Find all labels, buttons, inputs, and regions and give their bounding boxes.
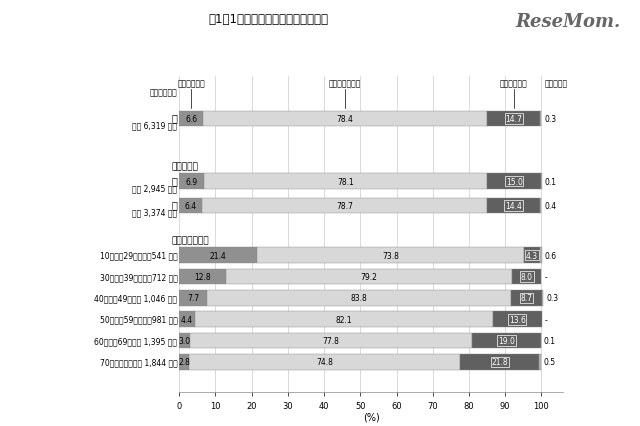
Text: 21.8: 21.8 (492, 357, 508, 367)
Bar (179, 198, 202, 214)
Text: 男: 男 (172, 176, 177, 185)
Text: 21.4: 21.4 (209, 251, 227, 260)
Text: 70　歳　以　上（ 1,844 人）: 70 歳 以 上（ 1,844 人） (100, 357, 177, 367)
Text: （　年　齢　）: （ 年 齢 ） (172, 236, 209, 245)
Text: 3.0: 3.0 (179, 336, 191, 345)
Text: 4.4: 4.4 (181, 315, 193, 324)
Text: 0.3: 0.3 (546, 294, 558, 303)
Text: 0.4: 0.4 (544, 201, 556, 210)
Text: 8.7: 8.7 (520, 294, 532, 303)
Bar (513, 269, 541, 285)
Text: 14.7: 14.7 (506, 115, 522, 124)
Bar (189, 354, 460, 370)
Bar (487, 112, 540, 127)
Bar (488, 198, 540, 214)
Text: 30　～　39　歳（　712 人）: 30 ～ 39 歳（ 712 人） (99, 272, 177, 282)
Text: 13.6: 13.6 (509, 315, 525, 324)
Text: 0.1: 0.1 (544, 336, 556, 345)
Text: 60　～　69　歳（ 1,395 人）: 60 ～ 69 歳（ 1,395 人） (94, 336, 177, 345)
Bar (195, 312, 493, 327)
Bar (179, 354, 189, 370)
Bar (179, 291, 207, 306)
Text: 78.7: 78.7 (337, 201, 353, 210)
Text: 79.2: 79.2 (360, 272, 378, 282)
Bar (179, 312, 195, 327)
Text: -: - (545, 315, 547, 324)
Bar (487, 174, 541, 190)
Text: 78.4: 78.4 (337, 115, 353, 124)
Bar (257, 248, 524, 263)
Bar (203, 112, 487, 127)
Bar (540, 354, 541, 370)
Text: ReseMom.: ReseMom. (516, 13, 621, 31)
Text: 40　～　49　歳（ 1,046 人）: 40 ～ 49 歳（ 1,046 人） (94, 294, 177, 303)
Text: 10　～　29　歳（　541 人）: 10 ～ 29 歳（ 541 人） (100, 251, 177, 260)
Text: （　性　）: （ 性 ） (172, 161, 199, 171)
Text: 19.0: 19.0 (498, 336, 515, 345)
Bar (202, 198, 488, 214)
Text: 2.8: 2.8 (179, 357, 190, 367)
Text: 15.0: 15.0 (506, 177, 523, 186)
Text: -: - (545, 272, 547, 282)
X-axis label: (%): (%) (363, 411, 380, 421)
Bar (540, 112, 541, 127)
Bar (179, 174, 204, 190)
Bar (540, 248, 542, 263)
Text: 82.1: 82.1 (335, 315, 352, 324)
Text: 0.5: 0.5 (544, 357, 556, 367)
Bar (540, 198, 541, 214)
Text: 0.3: 0.3 (545, 115, 557, 124)
Bar (542, 291, 543, 306)
Text: 向上している: 向上している (177, 79, 205, 88)
Text: 性（ 2,945 人）: 性（ 2,945 人） (132, 184, 177, 193)
Bar (524, 248, 540, 263)
Text: 性（ 3,374 人）: 性（ 3,374 人） (132, 207, 177, 217)
Bar (204, 174, 487, 190)
Bar (511, 291, 542, 306)
Bar (179, 269, 225, 285)
Text: 0.6: 0.6 (545, 251, 557, 260)
Text: 83.8: 83.8 (351, 294, 367, 303)
Bar (179, 112, 203, 127)
Text: 74.8: 74.8 (316, 357, 333, 367)
Text: 6.4: 6.4 (185, 201, 197, 210)
Text: 50　～　59　歳（　981 人）: 50 ～ 59 歳（ 981 人） (99, 315, 177, 324)
Text: 0.1: 0.1 (545, 177, 557, 186)
Text: 同じようなもの: 同じようなもの (329, 79, 362, 88)
Text: 14.4: 14.4 (505, 201, 522, 210)
Bar (179, 333, 190, 348)
Text: 数（ 6,319 人）: 数（ 6,319 人） (132, 121, 177, 130)
Bar (460, 354, 540, 370)
Text: 73.8: 73.8 (382, 251, 399, 260)
Text: 7.7: 7.7 (187, 294, 199, 303)
Text: 6.6: 6.6 (185, 115, 197, 124)
Text: 12.8: 12.8 (194, 272, 211, 282)
Text: わからない: わからない (545, 79, 568, 88)
Bar (207, 291, 511, 306)
Text: 6.9: 6.9 (186, 177, 198, 186)
Text: 78.1: 78.1 (337, 177, 354, 186)
Bar (179, 248, 257, 263)
Text: 《該当者数》: 《該当者数》 (150, 88, 177, 97)
Text: 図1－1　去年と比べた生活の向上感: 図1－1 去年と比べた生活の向上感 (209, 13, 329, 26)
Bar (493, 312, 542, 327)
Bar (190, 333, 472, 348)
Text: 総: 総 (172, 113, 177, 123)
Text: 4.3: 4.3 (526, 251, 538, 260)
Text: 8.0: 8.0 (521, 272, 533, 282)
Bar (472, 333, 541, 348)
Text: 女: 女 (172, 199, 177, 210)
Text: 77.8: 77.8 (323, 336, 339, 345)
Text: 低下している: 低下している (500, 79, 527, 88)
Bar (225, 269, 513, 285)
